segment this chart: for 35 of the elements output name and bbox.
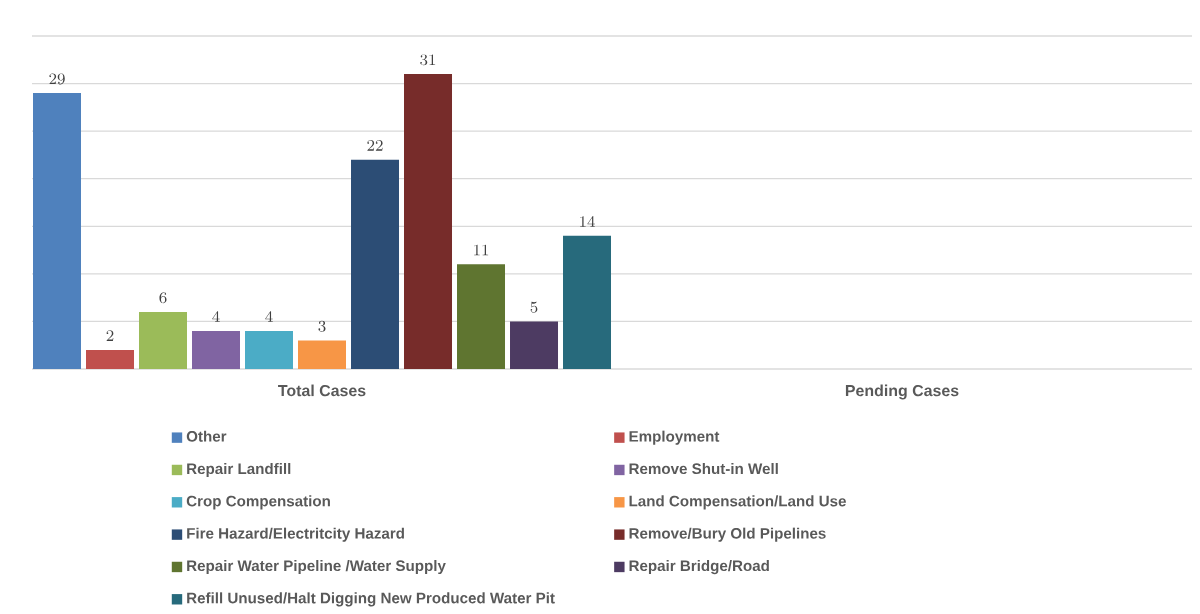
legend-label: Other	[186, 430, 227, 442]
bar	[457, 264, 506, 369]
legend-label: Repair Landfill	[187, 462, 291, 477]
bar	[192, 330, 240, 369]
legend-label: Employment	[629, 430, 720, 445]
legend-label: Repair Water Pipeline /Water Supply	[187, 559, 446, 574]
data-label: 2	[106, 330, 114, 341]
bar	[245, 330, 293, 369]
legend-label: Land Compensation/Land Use	[629, 495, 846, 510]
bar	[298, 340, 346, 369]
bar	[86, 349, 134, 369]
x-tick-label: Pending Cases	[845, 384, 959, 400]
data-label: 11	[474, 244, 489, 256]
data-label: 5	[530, 301, 538, 313]
data-label: 29	[49, 73, 65, 85]
x-tick-label: Total Cases	[278, 384, 366, 397]
data-label: 14	[580, 215, 595, 227]
data-label: 6	[159, 292, 167, 304]
legend-label: Repair Bridge/Road	[629, 559, 769, 575]
legend-label: Crop Compensation	[186, 495, 330, 510]
data-label: 4	[212, 311, 220, 322]
data-label: 31	[420, 54, 436, 66]
bar	[139, 311, 187, 369]
bar	[510, 321, 559, 369]
data-label: 4	[265, 311, 273, 322]
bar	[563, 235, 612, 369]
legend-label: Fire Hazard/Electritcity Hazard	[187, 527, 404, 542]
legend-label: Remove/Bury Old Pipelines	[629, 527, 826, 542]
legend-label: Refill Unused/Halt Digging New Produced Water Pit	[187, 592, 555, 607]
data-label: 3	[318, 320, 326, 332]
legend-label: Remove Shut-in Well	[629, 462, 778, 474]
bar	[404, 73, 453, 369]
bar	[33, 92, 81, 369]
data-label: 22	[367, 139, 383, 151]
bar	[351, 159, 400, 369]
